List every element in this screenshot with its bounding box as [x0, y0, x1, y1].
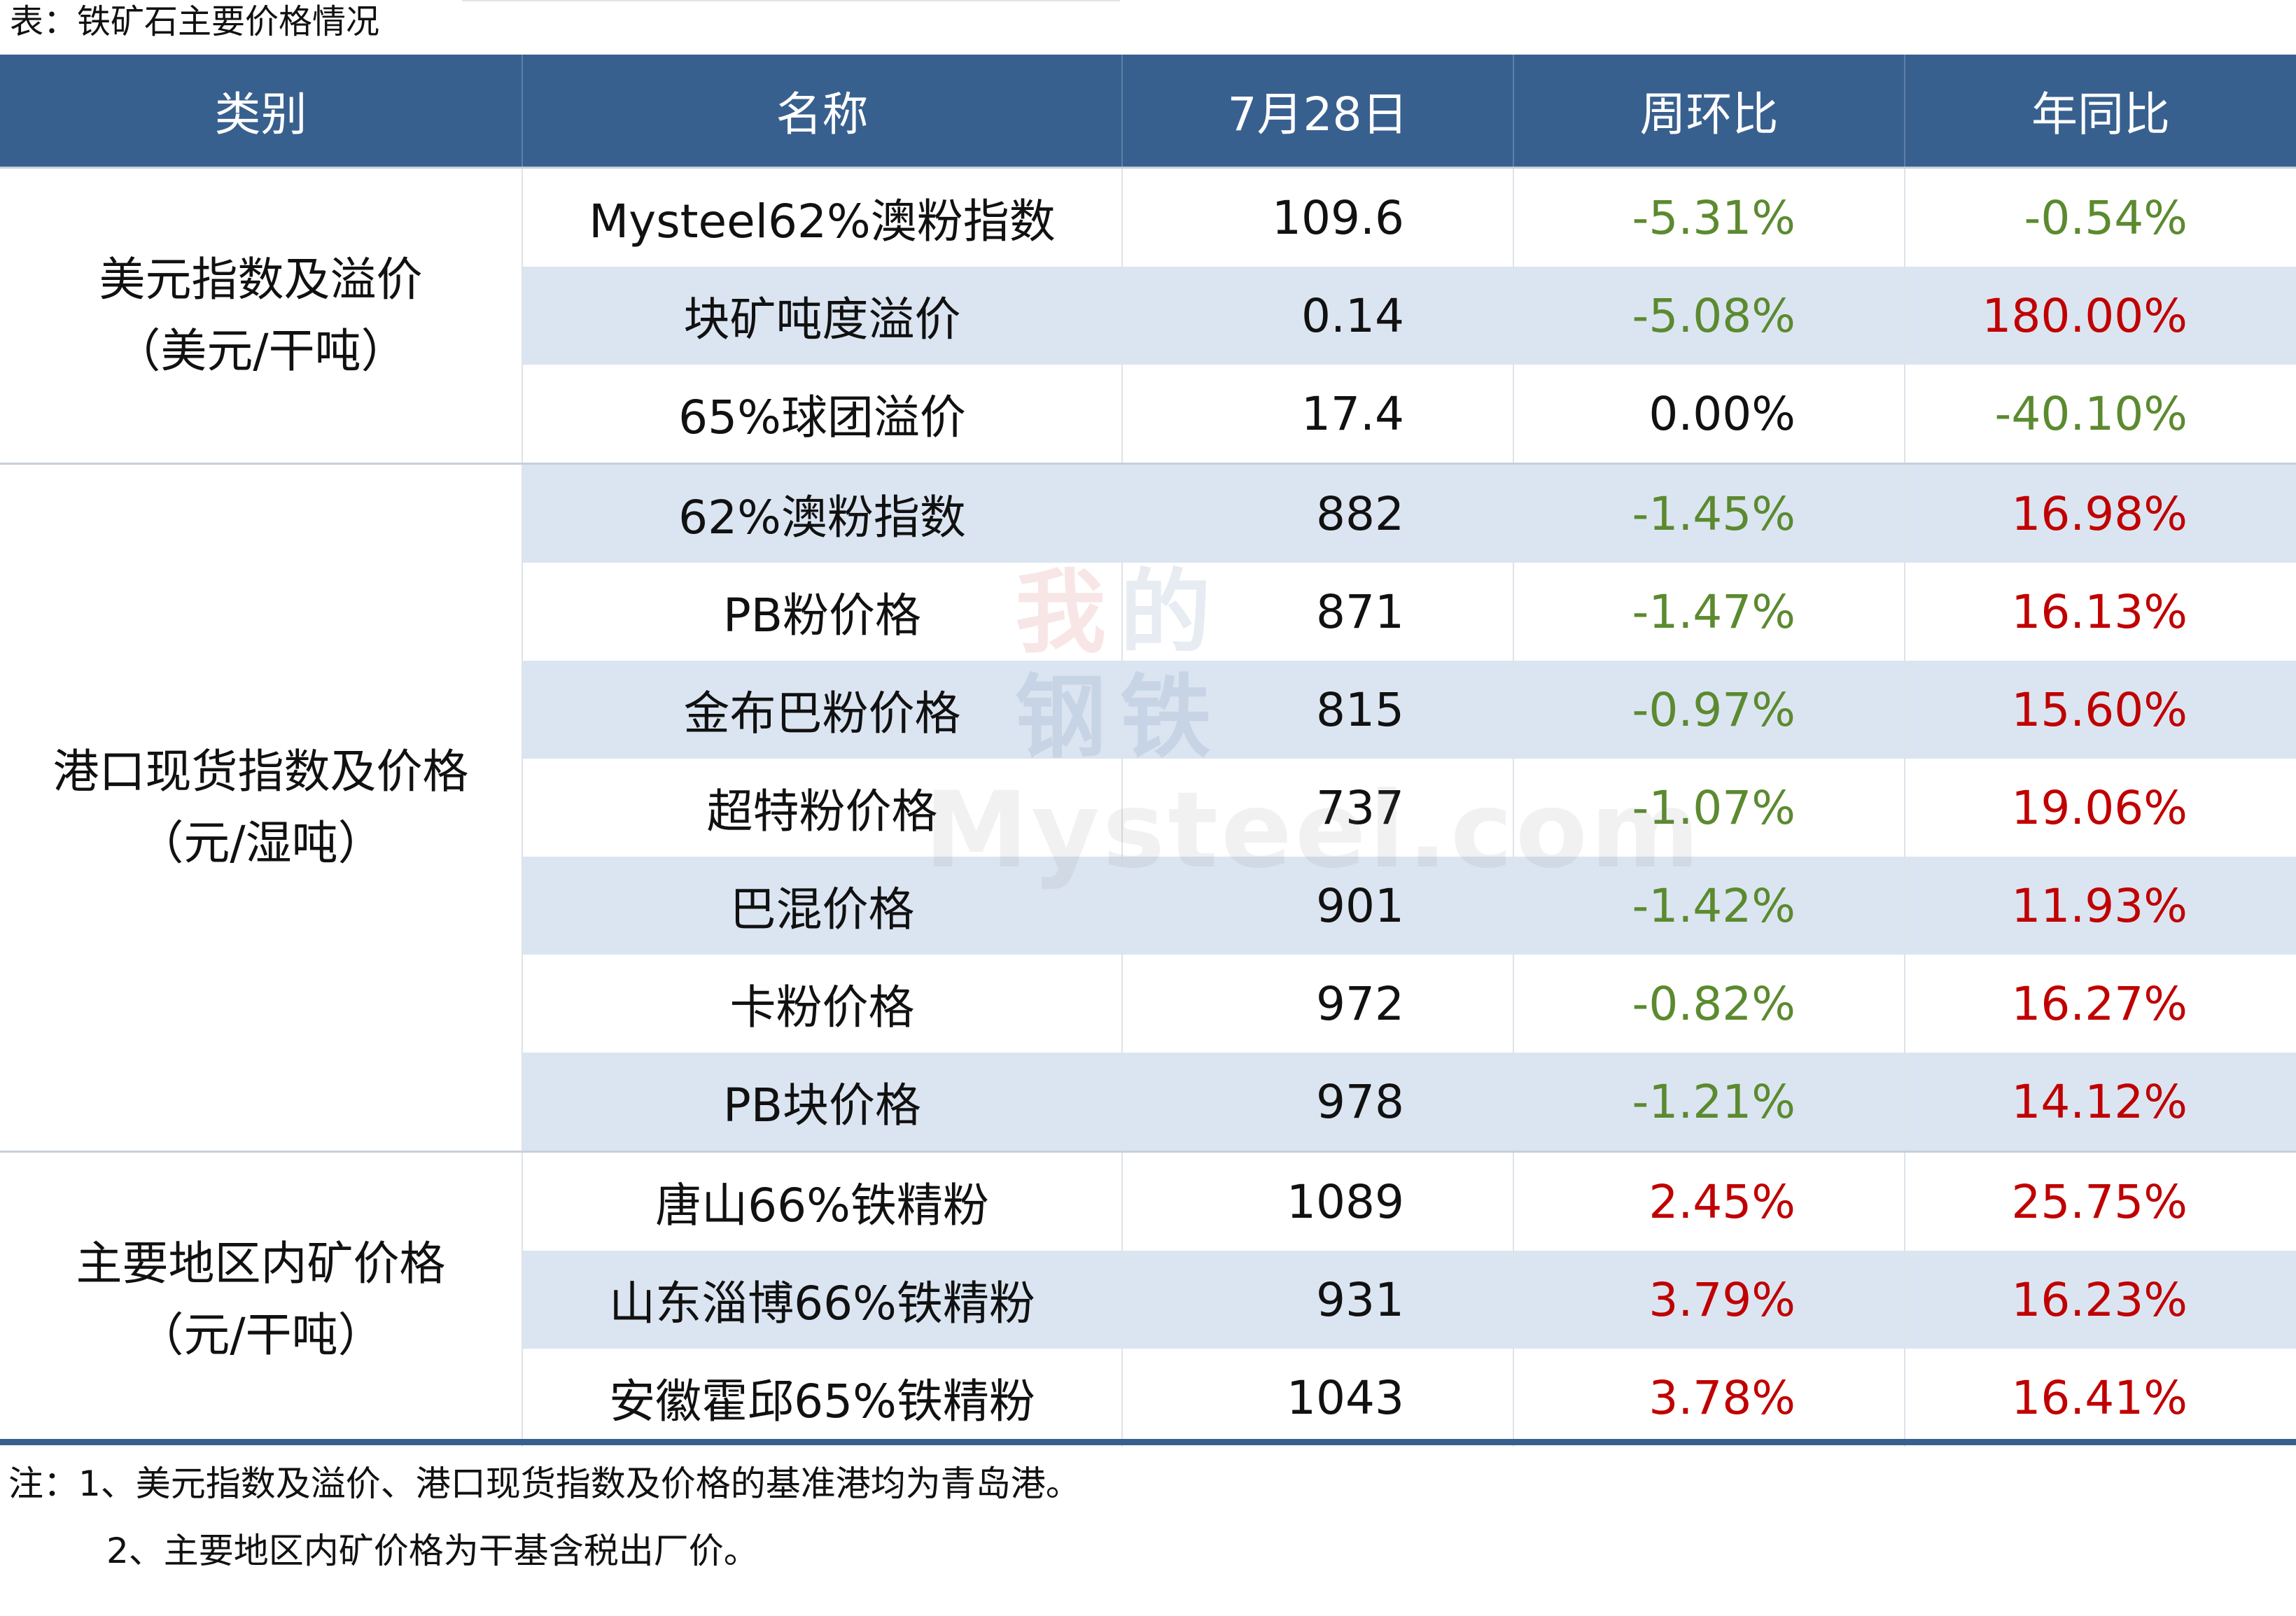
- header-week-change: 周环比: [1513, 55, 1905, 168]
- category-label: 美元指数及溢价: [99, 252, 423, 307]
- table-row: 主要地区内矿价格 （元/干吨） 唐山66%铁精粉 1089 2.45% 25.75%: [0, 1151, 2296, 1447]
- year-change-cell: -40.10%: [1905, 365, 2296, 464]
- week-change-cell: 0.00%: [1513, 365, 1905, 464]
- year-change-cell: 16.27%: [1905, 955, 2296, 1053]
- caption-divider: [462, 0, 1120, 1]
- week-change-cell: 3.79%: [1513, 1251, 1905, 1349]
- week-change-cell: -1.47%: [1513, 563, 1905, 661]
- week-change-cell: -5.31%: [1513, 167, 1905, 267]
- table-row: 金布巴粉价格 815 -0.97% 15.60%: [0, 661, 2296, 759]
- price-value-cell: 109.6: [1122, 167, 1514, 267]
- week-change-cell: -1.45%: [1513, 463, 1905, 563]
- table-row: 美元指数及溢价 （美元/干吨） Mysteel62%澳粉指数 109.6 -5.31% -…: [0, 167, 2296, 464]
- table-row: 港口现货指数及价格 （元/湿吨） 62%澳粉指数 882 -1.45% 16.98%: [0, 463, 2296, 1152]
- category-cell: 港口现货指数及价格 （元/湿吨）: [0, 463, 523, 1152]
- table-row: 巴混价格 901 -1.42% 11.93%: [0, 857, 2296, 955]
- price-value-cell: 882: [1122, 463, 1514, 563]
- price-value-cell: 901: [1122, 857, 1514, 955]
- category-cell: 美元指数及溢价 （美元/干吨）: [0, 167, 523, 464]
- item-name-cell: PB块价格: [522, 1053, 1123, 1152]
- year-change-cell: 19.06%: [1905, 759, 2296, 857]
- table-row: 块矿吨度溢价 0.14 -5.08% 180.00%: [0, 267, 2296, 365]
- table-body: 美元指数及溢价 （美元/干吨） Mysteel62%澳粉指数 109.6 -5.31% -…: [0, 167, 2296, 1447]
- price-value-cell: 1043: [1122, 1349, 1514, 1447]
- item-name-cell: 唐山66%铁精粉: [522, 1151, 1123, 1251]
- table-row: 卡粉价格 972 -0.82% 16.27%: [0, 955, 2296, 1053]
- week-change-cell: 3.78%: [1513, 1349, 1905, 1447]
- week-change-cell: -1.42%: [1513, 857, 1905, 955]
- price-value-cell: 17.4: [1122, 365, 1514, 464]
- header-name: 名称: [522, 55, 1123, 168]
- year-change-cell: -0.54%: [1905, 167, 2296, 267]
- table-row: PB块价格 978 -1.21% 14.12%: [0, 1053, 2296, 1152]
- category-cell: 主要地区内矿价格 （元/干吨）: [0, 1151, 523, 1447]
- week-change-cell: 2.45%: [1513, 1151, 1905, 1251]
- table-bottom-rule: [0, 1439, 2296, 1445]
- year-change-cell: 14.12%: [1905, 1053, 2296, 1152]
- week-change-cell: -0.97%: [1513, 661, 1905, 759]
- year-change-cell: 11.93%: [1905, 857, 2296, 955]
- week-change-cell: -1.07%: [1513, 759, 1905, 857]
- item-name-cell: 巴混价格: [522, 857, 1123, 955]
- week-change-cell: -5.08%: [1513, 267, 1905, 365]
- table-caption: 表：铁矿石主要价格情况: [10, 2, 380, 41]
- price-value-cell: 0.14: [1122, 267, 1514, 365]
- year-change-cell: 16.98%: [1905, 463, 2296, 563]
- price-value-cell: 815: [1122, 661, 1514, 759]
- category-unit: （美元/干吨）: [114, 324, 407, 378]
- iron-ore-price-table: 类别 名称 7月28日 周环比 年同比 美元指数及溢价 （美元/干吨） Mystee…: [0, 55, 2296, 1447]
- price-value-cell: 1089: [1122, 1151, 1514, 1251]
- year-change-cell: 16.23%: [1905, 1251, 2296, 1349]
- table-row: 超特粉价格 737 -1.07% 19.06%: [0, 759, 2296, 857]
- item-name-cell: 62%澳粉指数: [522, 463, 1123, 563]
- table-row: 65%球团溢价 17.4 0.00% -40.10%: [0, 365, 2296, 464]
- year-change-cell: 16.41%: [1905, 1349, 2296, 1447]
- item-name-cell: 块矿吨度溢价: [522, 267, 1123, 365]
- year-change-cell: 16.13%: [1905, 563, 2296, 661]
- price-value-cell: 871: [1122, 563, 1514, 661]
- table-row: 山东淄博66%铁精粉 931 3.79% 16.23%: [0, 1251, 2296, 1349]
- week-change-cell: -1.21%: [1513, 1053, 1905, 1152]
- header-category: 类别: [0, 55, 523, 168]
- header-year-change: 年同比: [1905, 55, 2296, 168]
- item-name-cell: PB粉价格: [522, 563, 1123, 661]
- footnote-2: 2、主要地区内矿价格为干基含税出厂价。: [106, 1531, 759, 1571]
- item-name-cell: Mysteel62%澳粉指数: [522, 167, 1123, 267]
- year-change-cell: 180.00%: [1905, 267, 2296, 365]
- week-change-cell: -0.82%: [1513, 955, 1905, 1053]
- item-name-cell: 超特粉价格: [522, 759, 1123, 857]
- footnote-1: 注：1、美元指数及溢价、港口现货指数及价格的基准港均为青岛港。: [8, 1463, 1081, 1504]
- category-unit: （元/湿吨）: [137, 816, 384, 870]
- category-label: 主要地区内矿价格: [76, 1236, 446, 1291]
- table-row: PB粉价格 871 -1.47% 16.13%: [0, 563, 2296, 661]
- year-change-cell: 15.60%: [1905, 661, 2296, 759]
- price-value-cell: 931: [1122, 1251, 1514, 1349]
- item-name-cell: 金布巴粉价格: [522, 661, 1123, 759]
- item-name-cell: 卡粉价格: [522, 955, 1123, 1053]
- price-value-cell: 978: [1122, 1053, 1514, 1152]
- item-name-cell: 65%球团溢价: [522, 365, 1123, 464]
- price-value-cell: 737: [1122, 759, 1514, 857]
- price-value-cell: 972: [1122, 955, 1514, 1053]
- item-name-cell: 山东淄博66%铁精粉: [522, 1251, 1123, 1349]
- table-row: 安徽霍邱65%铁精粉 1043 3.78% 16.41%: [0, 1349, 2296, 1447]
- header-row: 类别 名称 7月28日 周环比 年同比: [0, 55, 2296, 168]
- header-date: 7月28日: [1122, 55, 1514, 168]
- category-label: 港口现货指数及价格: [52, 744, 469, 799]
- year-change-cell: 25.75%: [1905, 1151, 2296, 1251]
- category-unit: （元/干吨）: [137, 1308, 384, 1362]
- item-name-cell: 安徽霍邱65%铁精粉: [522, 1349, 1123, 1447]
